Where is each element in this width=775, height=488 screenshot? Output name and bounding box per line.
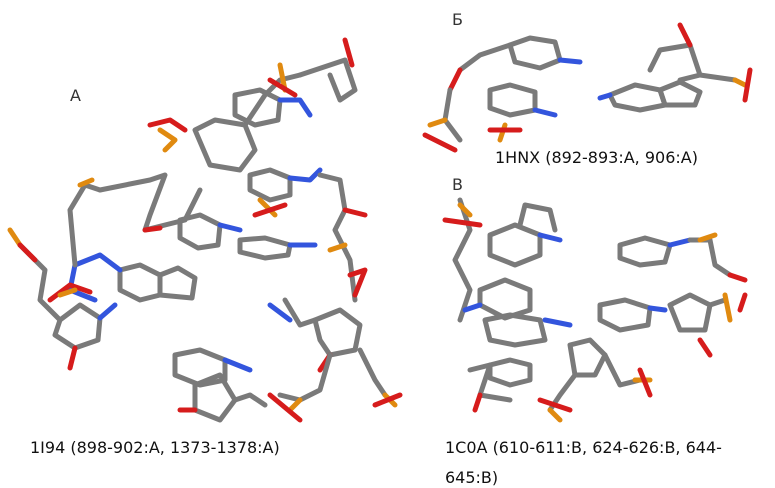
panel-caption: 1HNX (892-893:A, 906:A)	[495, 143, 775, 173]
structure-b	[425, 25, 750, 150]
structure-a	[10, 40, 400, 420]
panel-caption: 1C0A (610-611:B, 624-626:B, 644-645:B)	[445, 433, 770, 488]
molecule-drawings	[0, 0, 775, 488]
panel-caption: 1I94 (898-902:A, 1373-1378:A)	[30, 433, 360, 463]
panel-label: Б	[452, 10, 463, 29]
structure-c	[445, 200, 745, 420]
panel-label: А	[70, 86, 81, 105]
figure: А 1I94 (898-902:A, 1373-1378:A) Б 1HNX (…	[0, 0, 775, 488]
panel-label: В	[452, 175, 463, 194]
